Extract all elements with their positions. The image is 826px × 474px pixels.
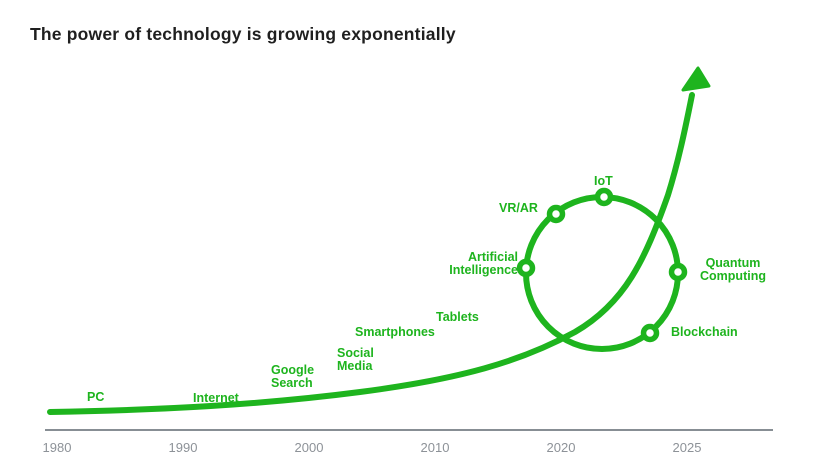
label-line: PC [87,390,105,404]
label-line: Tablets [436,310,479,324]
x-tick-2000: 2000 [294,440,324,455]
milestone-label-pc: PC [87,391,104,404]
chart-title: The power of technology is growing expon… [30,24,456,44]
x-tick-2020: 2020 [546,440,576,455]
milestone-label-tablets: Tablets [436,311,479,324]
milestone-label-social-media: Social Media [337,347,374,373]
milestone-marker-quantum-computing [668,262,688,282]
milestone-label-vr-ar: VR/AR [499,202,538,215]
milestone-label-smartphones: Smartphones [355,326,435,339]
label-line: Media [337,359,373,373]
label-line: Search [271,376,313,390]
milestone-label-google-search: Google Search [271,364,314,390]
milestone-marker-iot [594,187,614,207]
milestone-label-iot: IoT [594,175,613,188]
milestone-marker-blockchain [640,323,660,343]
milestone-label-internet: Internet [193,392,239,405]
x-tick-1990: 1990 [168,440,198,455]
label-line: Social [337,346,374,360]
label-line: Computing [700,269,766,283]
label-line: Artificial [467,250,518,264]
label-line: Smartphones [355,325,435,339]
milestone-marker-artificial-intelligence [516,258,536,278]
arrow-up-icon [681,66,711,92]
label-line: IoT [594,174,613,188]
milestone-label-quantum-computing: Quantum Computing [700,257,766,283]
x-tick-2025: 2025 [672,440,702,455]
label-line: VR/AR [499,201,538,215]
label-line: Google [271,363,315,377]
x-tick-1980: 1980 [42,440,72,455]
x-axis-line [45,429,773,431]
label-line: Quantum [705,256,761,270]
milestone-label-artificial-intelligence: Artificial Intelligence [449,251,518,277]
label-line: Internet [193,391,239,405]
exponential-curve [47,92,695,415]
x-tick-2010: 2010 [420,440,450,455]
milestone-label-blockchain: Blockchain [671,326,738,339]
label-line: Blockchain [671,325,738,339]
label-line: Intelligence [449,263,518,277]
milestone-marker-vr-ar [546,204,566,224]
